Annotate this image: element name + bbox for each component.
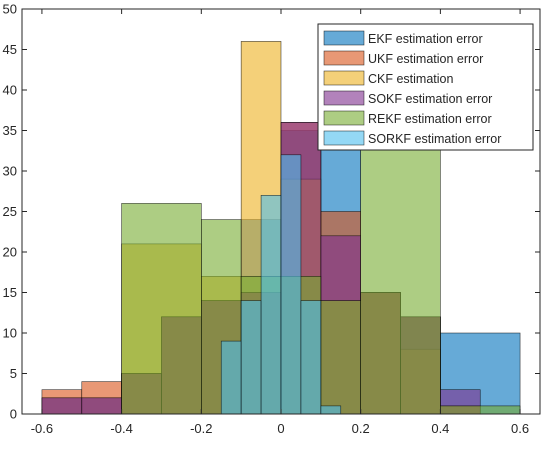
bar-s5-b2: [260, 195, 282, 415]
legend-label-2: CKF estimation: [368, 72, 453, 86]
y-tick-label: 10: [3, 326, 17, 341]
x-axis: -0.6 -0.4 -0.2 0 0.2 0.4 0.6: [31, 9, 529, 436]
x-tick-label: -0.6: [31, 421, 53, 436]
y-tick-label: 35: [3, 123, 17, 138]
x-tick-label: -0.2: [190, 421, 212, 436]
x-tick-label: -0.4: [110, 421, 132, 436]
legend-swatch-4: [323, 110, 365, 126]
bar-s4-b0: [121, 203, 202, 415]
y-tick-label: 45: [3, 42, 17, 57]
legend-label-1: UKF estimation error: [368, 52, 483, 66]
y-tick-label: 15: [3, 285, 17, 300]
legend-swatch-1: [323, 50, 365, 66]
x-tick-label: 0.6: [511, 421, 529, 436]
x-tick-label: 0.4: [431, 421, 449, 436]
bar-s5-b5: [320, 405, 342, 415]
y-tick-label: 20: [3, 245, 17, 260]
bar-s4-b4: [320, 300, 361, 415]
legend-label-5: SORKF estimation error: [368, 132, 501, 146]
y-tick-label: 40: [3, 83, 17, 98]
bar-s5-b1: [240, 300, 262, 415]
bar-s4-b5: [360, 130, 441, 415]
legend-swatch-3: [323, 90, 365, 106]
legend-swatch-5: [323, 130, 365, 146]
bar-s4-b6: [440, 405, 521, 415]
legend-label-3: SOKF estimation error: [368, 92, 492, 106]
bar-s3-b1: [81, 397, 122, 415]
bar-s3-b0: [41, 397, 83, 415]
y-tick-label: 30: [3, 164, 17, 179]
bar-s5-b3: [280, 154, 302, 415]
legend-swatch-2: [323, 70, 365, 86]
bar-s5-b0: [220, 340, 242, 415]
legend-label-0: EKF estimation error: [368, 32, 483, 46]
x-tick-label: 0.2: [352, 421, 370, 436]
x-tick-label: 0: [277, 421, 284, 436]
y-tick-label: 5: [10, 366, 17, 381]
bar-s5-b4: [300, 300, 322, 415]
histogram-bars: [41, 41, 521, 415]
legend-swatch-0: [323, 30, 365, 46]
y-tick-label: 50: [3, 2, 17, 17]
legend-label-4: REKF estimation error: [368, 112, 492, 126]
legend: EKF estimation error UKF estimation error…: [317, 23, 534, 151]
y-tick-label: 25: [3, 204, 17, 219]
series-5: [220, 154, 342, 415]
y-axis: 0 5 10 15 20 25 30 35 40 45 50: [3, 2, 540, 422]
y-tick-label: 0: [10, 407, 17, 422]
